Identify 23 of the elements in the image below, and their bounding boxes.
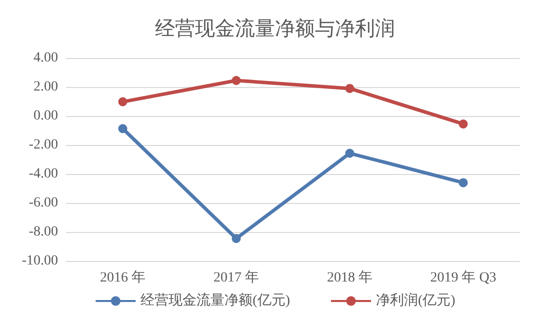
y-tick-label: -8.00 — [28, 224, 58, 240]
y-tick-label: 4.00 — [34, 50, 58, 66]
point — [118, 124, 128, 134]
y-tick-label: -2.00 — [28, 138, 58, 152]
x-tick-label: 2017 年 — [214, 270, 259, 286]
legend-label: 经营现金流量净额(亿元) — [140, 292, 290, 308]
y-tick-label: 2.00 — [34, 80, 58, 94]
point — [345, 148, 354, 158]
y-tick-label: 0.00 — [34, 108, 58, 124]
y-tick-label: -10.00 — [22, 254, 58, 268]
x-tick-label: 2018 年 — [327, 270, 372, 286]
x-tick-label: 2016 年 — [100, 270, 146, 286]
point — [232, 76, 241, 85]
point — [232, 234, 241, 244]
point — [458, 178, 468, 188]
x-tick-label: 2019 年 Q3 — [430, 270, 496, 286]
point — [458, 119, 468, 128]
point — [118, 97, 128, 106]
y-tick-label: -4.00 — [28, 166, 58, 182]
chart-title: 经营现金流量净额与净利润 — [155, 18, 395, 40]
y-tick-label: -6.00 — [28, 196, 58, 210]
legend-label: 净利润(亿元) — [376, 292, 456, 308]
point — [345, 84, 354, 93]
